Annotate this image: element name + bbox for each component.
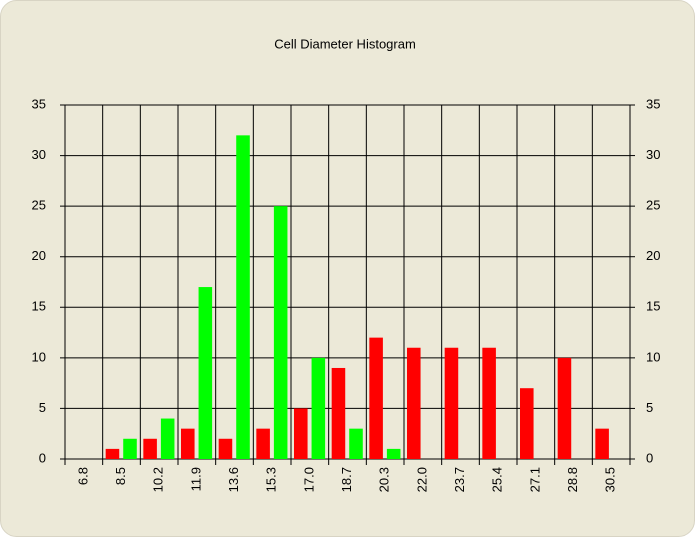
x-tick-label: 8.5	[113, 467, 128, 485]
x-tick-label: 30.5	[603, 467, 618, 492]
x-tick-label: 15.3	[264, 467, 279, 492]
y-tick-label: 30	[32, 147, 46, 162]
bar	[123, 438, 137, 459]
bar	[520, 388, 534, 459]
bar	[294, 408, 308, 459]
bar	[236, 135, 250, 460]
x-tick-label: 17.0	[301, 467, 316, 492]
x-tick-label: 28.8	[565, 467, 580, 492]
y2-tick-label: 5	[646, 400, 653, 415]
y-tick-label: 10	[32, 349, 46, 364]
x-tick-label: 22.0	[414, 467, 429, 492]
chart-title: Cell Diameter Histogram	[274, 36, 416, 51]
x-tick-label: 23.7	[452, 467, 467, 492]
y2-tick-label: 15	[646, 299, 660, 314]
x-tick-label: 11.9	[188, 467, 203, 491]
bar	[311, 357, 326, 459]
y-tick-label: 25	[32, 198, 46, 213]
y-tick-label: 0	[39, 450, 46, 465]
y-tick-label: 20	[32, 248, 46, 263]
bar	[369, 337, 383, 459]
y2-tick-label: 10	[646, 349, 660, 364]
bar	[595, 428, 609, 459]
bar	[386, 448, 401, 459]
bar	[482, 347, 496, 459]
y2-tick-label: 0	[646, 450, 653, 465]
bar	[557, 357, 572, 459]
bar	[198, 287, 213, 459]
y-tick-label: 35	[32, 96, 46, 111]
bar	[105, 448, 120, 459]
bar	[273, 206, 288, 459]
x-tick-label: 27.1	[527, 467, 542, 492]
x-tick-label: 25.4	[490, 467, 505, 492]
x-tick-label: 13.6	[226, 467, 241, 492]
x-tick-label: 6.8	[75, 467, 90, 485]
bar	[407, 347, 421, 459]
x-tick-label: 20.3	[377, 467, 392, 492]
bar	[349, 428, 363, 459]
y-tick-label: 5	[39, 400, 46, 415]
bar	[160, 418, 175, 459]
bar	[331, 367, 346, 459]
y2-tick-label: 25	[646, 198, 660, 213]
bar	[444, 347, 459, 459]
bar	[218, 438, 233, 459]
y2-tick-label: 20	[646, 248, 660, 263]
x-tick-label: 18.7	[339, 467, 354, 492]
bar	[181, 428, 195, 459]
x-tick-label: 10.2	[151, 467, 166, 492]
bar	[256, 428, 270, 459]
y2-tick-label: 30	[646, 147, 660, 162]
bar	[143, 438, 157, 459]
y2-tick-label: 35	[646, 96, 660, 111]
y-tick-label: 15	[32, 299, 46, 314]
